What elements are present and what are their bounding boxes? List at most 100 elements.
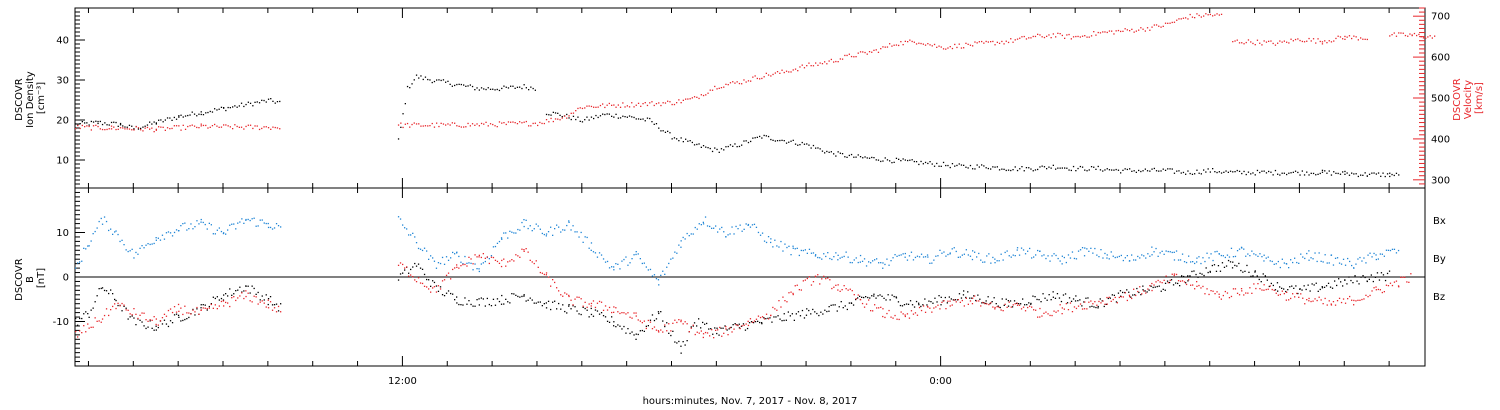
data-point (667, 130, 669, 132)
data-point (1181, 280, 1184, 282)
data-point (1365, 294, 1367, 296)
data-point (480, 122, 483, 125)
data-point (411, 123, 413, 126)
data-point (249, 292, 251, 294)
data-point (582, 306, 584, 308)
data-point (229, 107, 231, 109)
data-point (949, 252, 951, 254)
data-point (119, 124, 122, 126)
data-point (450, 257, 452, 259)
data-point (533, 302, 535, 304)
data-point (1347, 298, 1349, 300)
data-point (662, 270, 664, 272)
data-point (423, 273, 426, 276)
data-point (734, 82, 736, 84)
data-point (445, 124, 447, 126)
data-point (253, 295, 255, 297)
data-point (941, 252, 943, 254)
data-point (1049, 260, 1051, 262)
data-point (1207, 168, 1209, 170)
data-point (1342, 258, 1345, 260)
data-point (767, 74, 770, 76)
data-point (594, 252, 597, 254)
data-point (871, 51, 873, 53)
data-point (142, 126, 144, 128)
data-point (1163, 279, 1165, 281)
data-point (112, 305, 114, 308)
data-point (688, 331, 690, 333)
data-point (1196, 257, 1198, 259)
data-point (1236, 265, 1238, 267)
data-point (166, 117, 169, 119)
data-point (882, 262, 884, 264)
data-point (824, 61, 826, 63)
data-point (635, 104, 637, 106)
data-point (1402, 276, 1404, 278)
data-point (420, 125, 422, 127)
data-point (1306, 252, 1308, 255)
data-point (1049, 314, 1051, 317)
data-point (621, 328, 623, 330)
data-point (1333, 171, 1335, 173)
data-point (749, 318, 752, 320)
data-point (793, 319, 795, 321)
data-point (81, 317, 83, 320)
data-point (1097, 307, 1099, 309)
data-point (182, 116, 184, 118)
data-point (267, 303, 269, 306)
data-point (133, 308, 135, 310)
data-point (1115, 30, 1117, 32)
data-point (271, 228, 274, 230)
data-point (406, 266, 408, 268)
data-point (1029, 305, 1031, 307)
data-point (640, 105, 642, 107)
data-point (1212, 290, 1214, 292)
data-point (945, 308, 947, 310)
data-point (182, 223, 184, 225)
data-point (680, 345, 682, 347)
data-point (982, 301, 984, 304)
data-point (689, 140, 691, 142)
data-point (218, 305, 220, 307)
data-point (721, 335, 723, 337)
data-point (438, 125, 440, 128)
data-point (1018, 254, 1021, 256)
data-point (1203, 169, 1205, 171)
data-point (1112, 298, 1114, 301)
data-point (812, 65, 815, 67)
data-point (1277, 260, 1279, 263)
data-point (933, 259, 935, 261)
data-point (761, 77, 763, 80)
data-point (424, 125, 427, 127)
data-point (1236, 250, 1239, 252)
data-point (1397, 249, 1400, 252)
data-point (247, 124, 249, 126)
data-point (106, 128, 108, 131)
data-point (1120, 30, 1122, 33)
data-point (920, 305, 922, 308)
data-point (447, 80, 449, 82)
data-point (1255, 254, 1257, 256)
data-point (1025, 38, 1028, 40)
tick-label: 30 (56, 76, 69, 87)
data-point (644, 120, 646, 122)
data-point (839, 257, 841, 259)
data-point (548, 121, 550, 123)
data-point (1377, 172, 1380, 174)
data-point (445, 292, 448, 294)
data-point (1318, 252, 1320, 254)
data-point (977, 294, 979, 296)
data-point (806, 252, 808, 254)
data-point (602, 315, 605, 317)
data-point (1084, 301, 1086, 303)
data-point (1263, 40, 1265, 42)
data-point (613, 269, 615, 271)
data-point (115, 307, 117, 310)
data-point (507, 261, 509, 263)
data-point (844, 54, 846, 57)
data-point (884, 316, 886, 319)
data-point (399, 262, 402, 264)
data-point (597, 116, 599, 119)
data-point (918, 304, 920, 306)
data-point (750, 80, 752, 82)
